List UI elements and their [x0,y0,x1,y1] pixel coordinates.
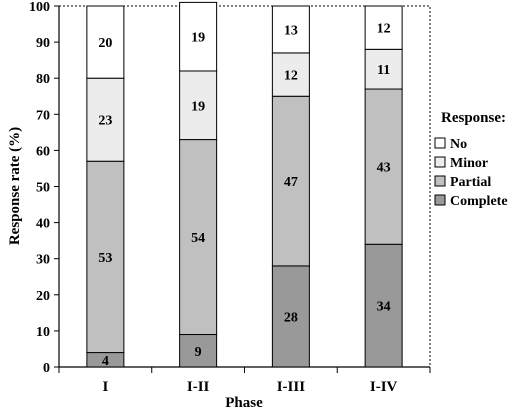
legend-label: Minor [450,156,488,171]
y-tick-label: 100 [29,0,50,15]
legend-label: Complete [450,194,508,209]
y-tick-label: 30 [36,253,50,268]
legend-swatch-partial [434,175,446,187]
y-tick-label: 90 [36,36,50,51]
y-tick-label: 80 [36,72,50,87]
bar-value-label: 28 [284,310,298,325]
bar-value-label: 9 [195,345,202,360]
legend-title: Response: [441,110,506,126]
bar-value-label: 34 [377,300,391,315]
bar-segment-complete [179,334,218,368]
y-tick-label: 50 [36,181,50,196]
bar-segment-no [364,5,403,50]
x-tick-label: I [102,379,108,395]
bar-segment-complete [271,265,310,368]
x-tick-label: I-IV [370,379,398,395]
x-axis-ticks: I I-II I-III I-IV [58,367,431,395]
legend-items: No Minor Partial Complete [434,137,508,209]
bar-value-label: 43 [377,161,391,176]
y-tick-label: 40 [36,217,50,232]
bar-value-label: 47 [284,175,298,190]
y-axis-title: Response rate (%) [7,127,23,245]
x-axis-title: Phase [225,395,263,410]
bar-value-label: 12 [377,22,391,37]
legend: Response: No Minor Partial Complete [434,110,508,209]
bar-segment-no [86,5,125,79]
legend-label: No [450,137,467,152]
y-tick-label: 60 [36,144,50,159]
bar-value-label: 4 [102,354,109,369]
legend-swatch-complete [434,194,446,206]
x-tick-label: I-III [277,379,306,395]
bar-value-label: 12 [284,69,298,84]
bar-value-label: 23 [98,114,112,129]
bar-value-label: 20 [98,36,112,51]
bar-segment-minor [179,70,218,141]
x-tick-label: I-II [187,379,210,395]
bar-segment-minor [271,52,310,97]
bar-segment-partial [364,88,403,245]
bar-segment-partial [179,139,218,336]
bar-segment-complete [364,243,403,368]
bar-segment-no [271,5,310,54]
legend-swatch-no [434,137,446,149]
legend-label: Partial [450,175,491,190]
bar-value-label: 13 [284,23,298,38]
bar-value-label: 53 [98,251,112,266]
y-tick-label: 10 [36,325,50,340]
bar-value-label: 19 [191,99,205,114]
y-axis-ticks: 0 10 20 30 40 50 60 70 80 90 100 [29,0,59,376]
y-tick-label: 0 [43,361,50,376]
bars-layer: 4 53 23 20 9 54 19 19 28 47 12 13 34 43 11 12 [86,1,403,369]
bar-segment-partial [86,160,125,354]
bar-value-label: 11 [377,63,390,78]
y-tick-label: 20 [36,289,50,304]
y-tick-label: 70 [36,108,50,123]
bar-segment-minor [364,48,403,90]
bar-segment-partial [271,95,310,267]
bar-value-label: 54 [191,231,205,246]
bar-segment-no [179,1,218,72]
bar-value-label: 19 [191,31,205,46]
legend-swatch-minor [434,156,446,168]
